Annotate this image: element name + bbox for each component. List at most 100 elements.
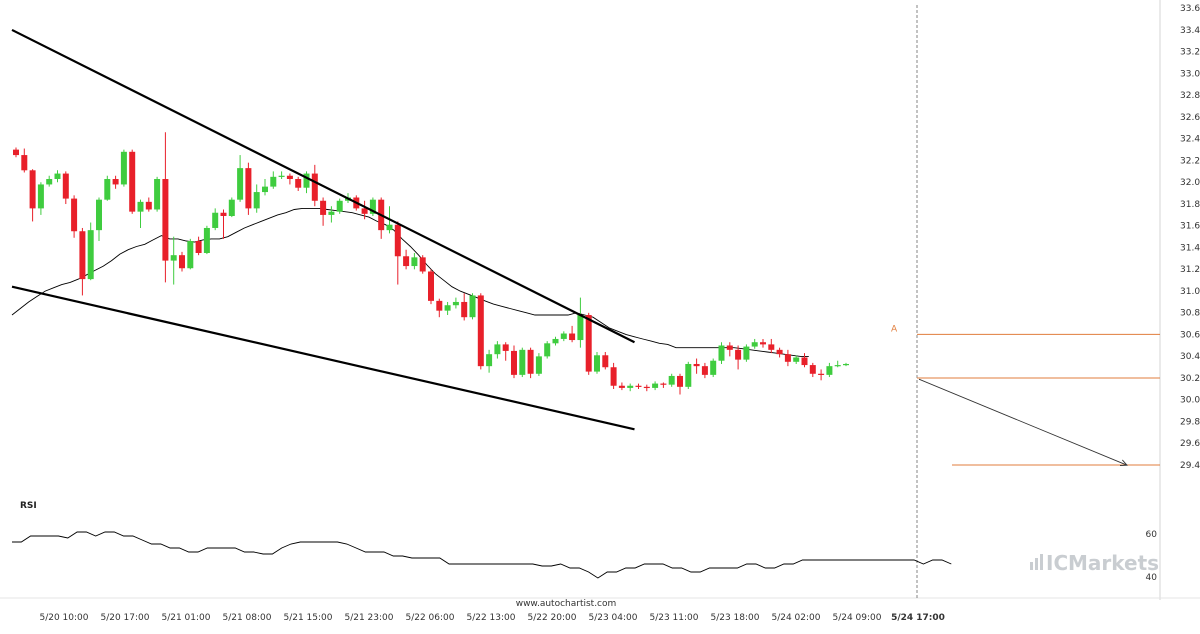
- candle-body: [21, 155, 28, 171]
- candle-down: [286, 173, 293, 185]
- candle-body: [635, 385, 642, 387]
- candle-up: [652, 381, 659, 391]
- candle-down: [62, 171, 69, 205]
- candle-body: [784, 354, 791, 362]
- candle-body: [286, 175, 293, 180]
- candle-up: [544, 341, 551, 359]
- candle-up: [328, 206, 335, 223]
- candle-body: [228, 199, 235, 217]
- candle-up: [452, 297, 459, 309]
- candle-down: [643, 384, 650, 392]
- candle-body: [826, 366, 833, 375]
- candle-body: [54, 173, 61, 180]
- candle-up: [228, 197, 235, 218]
- forecast-arrow-line: [918, 378, 1128, 466]
- candle-down: [162, 132, 169, 283]
- candle-body: [270, 176, 277, 187]
- candle-up: [519, 347, 526, 378]
- candle-up: [137, 199, 144, 228]
- moving-average-line: [11, 207, 809, 357]
- candle-up: [212, 208, 219, 231]
- candle-body: [793, 357, 800, 362]
- pattern-overlays: A: [11, 5, 1160, 598]
- candle-body: [701, 366, 708, 375]
- x-tick-label: 5/22 13:00: [466, 613, 515, 623]
- candle-body: [452, 301, 459, 306]
- upper-trendline: [11, 28, 635, 344]
- candle-down: [112, 175, 119, 189]
- candle-up: [170, 236, 177, 285]
- x-tick-label: 5/21 08:00: [222, 613, 271, 623]
- candle-down: [295, 176, 302, 191]
- candle-body: [71, 198, 78, 232]
- x-tick-label: 5/23 11:00: [649, 613, 698, 623]
- y-tick-label: 33.2216: [1180, 48, 1200, 58]
- price-axis: 33.6216 33.4216 33.2216 33.0216 32.8216 32.62…: [1180, 4, 1200, 471]
- candle-body: [137, 201, 144, 212]
- moving-average-layer: [11, 207, 809, 357]
- candle-body: [320, 200, 327, 215]
- candle-up: [834, 360, 841, 368]
- candle-up: [751, 338, 758, 349]
- candle-up: [710, 358, 717, 378]
- candle-up: [262, 179, 268, 196]
- time-axis: 5/20 10:00 5/20 17:00 5/21 01:00 5/21 08:00…: [39, 613, 944, 623]
- candle-body: [386, 224, 393, 231]
- candle-up: [187, 238, 194, 270]
- source-label: www.autochartist.com: [516, 599, 617, 609]
- candle-up: [627, 383, 634, 392]
- candle-body: [685, 363, 692, 387]
- candle-down: [13, 147, 19, 158]
- x-tick-label-current: 5/24 17:00: [891, 613, 945, 623]
- candle-body: [660, 383, 667, 385]
- y-tick-label: 32.8216: [1180, 91, 1200, 101]
- candle-down: [311, 164, 318, 207]
- candle-body: [46, 179, 53, 185]
- candle-body: [428, 271, 434, 301]
- candle-down: [403, 249, 410, 270]
- x-tick-label: 5/20 17:00: [100, 613, 149, 623]
- y-tick-label: 31.2216: [1180, 265, 1200, 275]
- candle-body: [195, 241, 202, 253]
- y-tick-label: 31.0216: [1180, 287, 1200, 297]
- y-tick-label: 33.4216: [1180, 26, 1200, 36]
- x-tick-label: 5/23 18:00: [710, 613, 759, 623]
- candle-body: [710, 360, 717, 375]
- lower-trendline: [11, 285, 635, 431]
- candle-body: [145, 201, 152, 210]
- y-tick-label: 31.6216: [1180, 222, 1200, 232]
- candle-up: [278, 171, 285, 180]
- forecast-arrow-head: [1119, 459, 1128, 467]
- candle-down: [726, 342, 733, 357]
- candle-body: [96, 199, 102, 231]
- rsi-panel: 60 40: [12, 530, 1157, 583]
- y-tick-label: 30.2216: [1180, 374, 1200, 384]
- candle-body: [278, 175, 285, 177]
- y-tick-label: 31.4216: [1180, 243, 1200, 253]
- candle-body: [220, 212, 227, 217]
- candle-body: [760, 342, 766, 345]
- y-tick-label: 33.0216: [1180, 69, 1200, 79]
- candle-body: [311, 173, 318, 201]
- candle-body: [652, 383, 659, 388]
- candle-body: [801, 357, 808, 366]
- candle-body: [120, 151, 127, 185]
- candle-body: [303, 173, 310, 188]
- candle-up: [203, 225, 210, 255]
- candle-body: [494, 344, 501, 355]
- candle-up: [793, 355, 800, 364]
- candle-down: [527, 347, 534, 379]
- candle-body: [743, 346, 750, 360]
- candle-down: [618, 382, 625, 391]
- rsi-tick-label: 60: [1146, 530, 1158, 540]
- candle-body: [170, 255, 177, 261]
- candle-up: [54, 170, 61, 183]
- candle-up: [444, 301, 451, 316]
- y-tick-label: 31.8216: [1180, 200, 1200, 210]
- candle-body: [154, 179, 161, 210]
- candle-body: [37, 184, 44, 209]
- candle-down: [220, 209, 227, 239]
- candle-body: [535, 356, 542, 374]
